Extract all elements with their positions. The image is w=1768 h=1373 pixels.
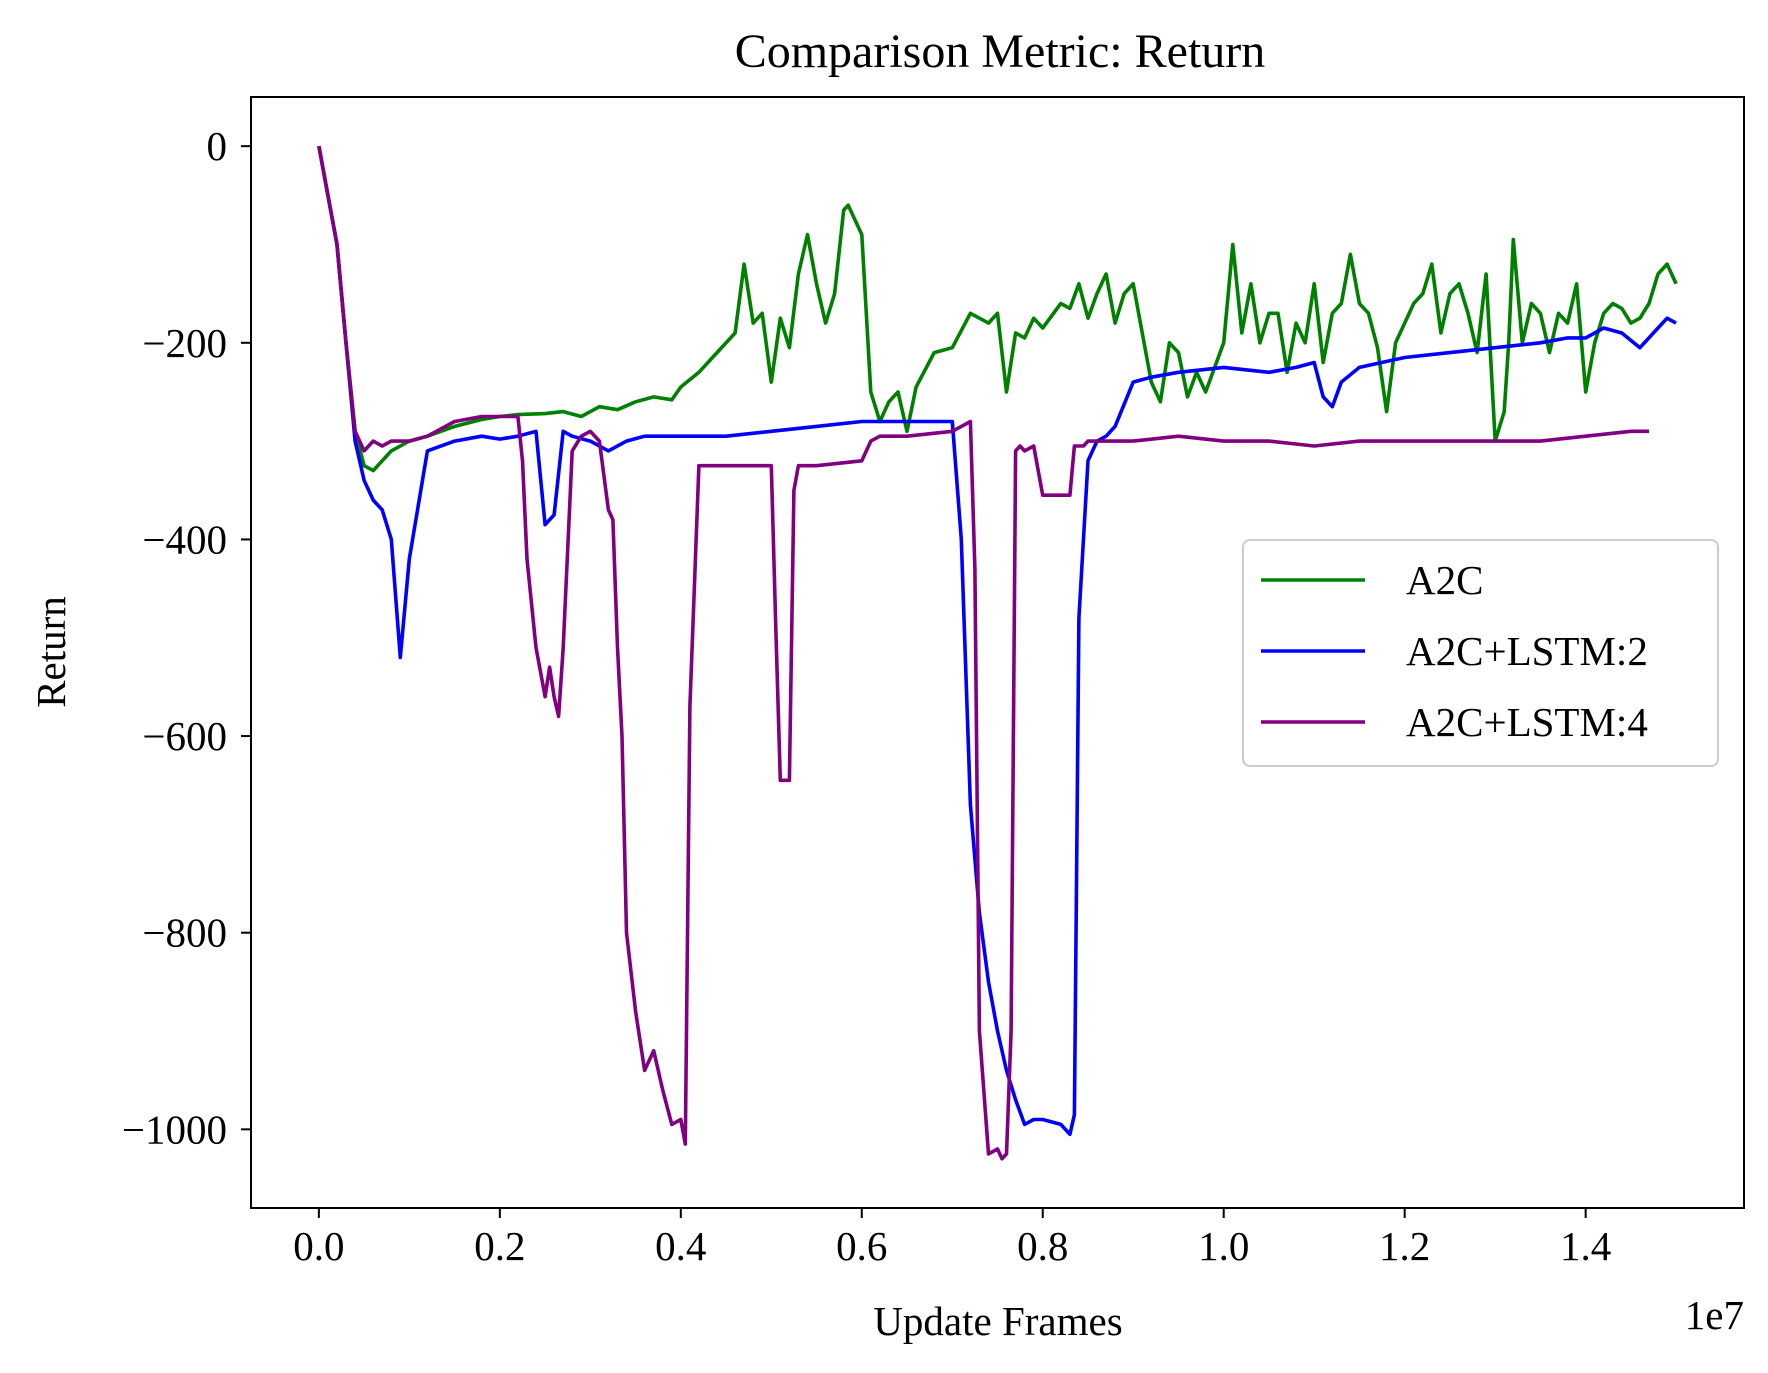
x-axis-ticks: 0.0 0.2 0.4 0.6 0.8 1.0 1.2 1.4 [293,1208,1611,1269]
legend-box [1242,539,1719,767]
x-tick-label: 0.6 [836,1223,887,1269]
series-line-a2c-lstm-2 [317,145,1677,1137]
y-axis-ticks: 0 −200 −400 −600 −800 −1000 [122,123,251,1152]
legend-label-a2c-lstm-2: A2C+LSTM:2 [1406,628,1648,674]
series-layer [317,145,1678,1161]
x-tick-label: 0.2 [474,1223,525,1269]
x-tick-label: 1.0 [1198,1223,1249,1269]
y-axis-label: Return [28,596,74,708]
x-tick-label: 0.0 [293,1223,344,1269]
legend-label-a2c-lstm-4: A2C+LSTM:4 [1406,699,1648,745]
series-line-a2c [317,145,1678,473]
y-tick-label: −200 [142,320,227,366]
y-tick-label: −400 [142,516,227,562]
x-tick-label: 0.4 [655,1223,706,1269]
legend: A2C A2C+LSTM:2 A2C+LSTM:4 [1242,539,1719,767]
y-tick-label: −1000 [122,1106,227,1152]
chart-title: Comparison Metric: Return [735,25,1266,78]
x-tick-label: 1.4 [1560,1223,1611,1269]
x-axis-label: Update Frames [873,1298,1122,1344]
series-line-a2c-lstm-4 [317,145,1649,1161]
x-axis-offset-label: 1e7 [1685,1292,1744,1338]
x-tick-label: 0.8 [1017,1223,1068,1269]
legend-label-a2c: A2C [1406,557,1483,603]
plot-frame [250,96,1745,1209]
y-tick-label: −800 [142,910,227,956]
y-tick-label: 0 [207,123,228,169]
x-tick-label: 1.2 [1379,1223,1430,1269]
y-tick-label: −600 [142,713,227,759]
